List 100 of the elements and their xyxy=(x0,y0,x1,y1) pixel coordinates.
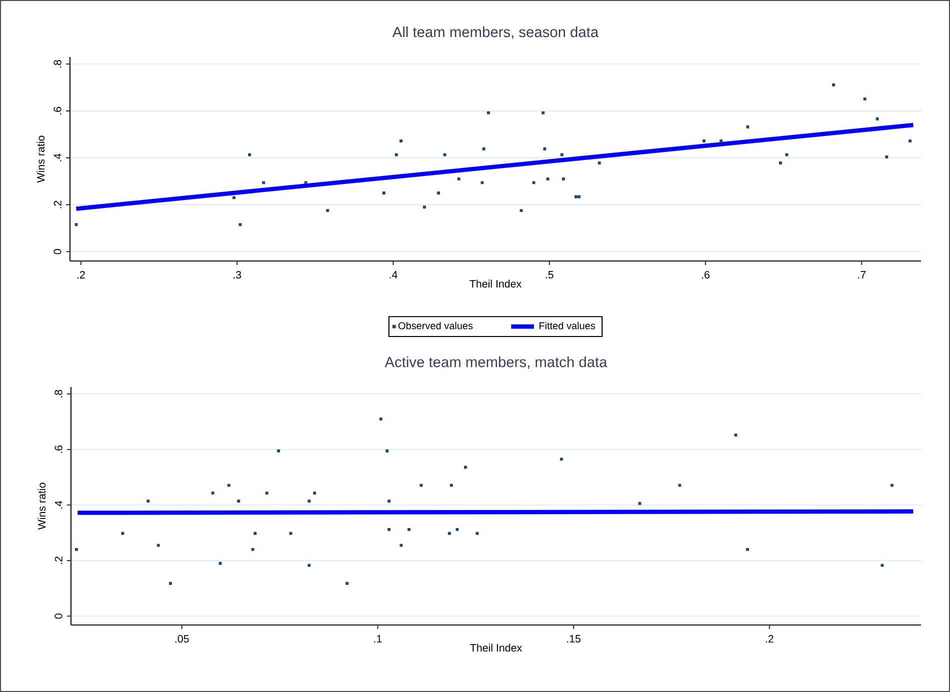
point xyxy=(422,206,426,209)
point xyxy=(388,500,391,503)
y-tick-label: 0 xyxy=(54,249,62,254)
point xyxy=(262,181,266,184)
legend-label: Observed values xyxy=(398,322,473,330)
point xyxy=(265,492,268,495)
point xyxy=(520,209,523,212)
point xyxy=(448,532,451,535)
point xyxy=(379,417,382,420)
point xyxy=(437,192,440,194)
y-axis-title: Wins ratio xyxy=(36,136,45,183)
x-tick-label: .2 xyxy=(766,635,774,643)
point xyxy=(638,502,642,505)
point xyxy=(678,484,682,487)
point xyxy=(169,582,172,585)
point xyxy=(400,544,403,547)
point xyxy=(400,139,402,142)
y-tick-label: .8 xyxy=(54,390,62,398)
point xyxy=(562,177,565,180)
point xyxy=(394,153,398,156)
point xyxy=(313,492,316,495)
point xyxy=(346,582,349,585)
point xyxy=(156,544,160,547)
y-tick-label: .4 xyxy=(54,154,62,162)
x-tick-label: .6 xyxy=(702,271,710,279)
point xyxy=(574,195,578,198)
point xyxy=(238,223,242,226)
point xyxy=(74,223,78,226)
y-tick-label: .4 xyxy=(54,500,62,509)
y-tick-label: .2 xyxy=(54,200,62,208)
point xyxy=(443,153,446,156)
point xyxy=(876,117,879,120)
point xyxy=(532,181,536,184)
point xyxy=(464,466,467,469)
point xyxy=(277,449,280,452)
point xyxy=(832,83,836,86)
point xyxy=(476,532,479,535)
point xyxy=(237,500,240,503)
x-tick-label: .2 xyxy=(77,271,85,278)
point xyxy=(450,484,453,487)
point xyxy=(543,147,546,150)
point xyxy=(420,484,423,487)
point xyxy=(560,153,564,156)
point xyxy=(304,181,308,184)
x-tick-label: .5 xyxy=(546,271,554,278)
point xyxy=(746,548,749,551)
point xyxy=(702,139,706,142)
point xyxy=(254,532,257,535)
point xyxy=(880,564,884,567)
x-tick-label: .05 xyxy=(175,635,189,643)
x-tick-label: .7 xyxy=(858,271,866,278)
point xyxy=(457,177,460,180)
point xyxy=(560,458,563,461)
x-axis-title: Theil Index xyxy=(470,280,522,288)
point xyxy=(211,492,214,495)
point xyxy=(251,548,254,551)
x-tick-label: .3 xyxy=(234,271,242,279)
point xyxy=(487,111,490,114)
point xyxy=(779,162,782,164)
point xyxy=(218,562,222,565)
x-tick-label: .15 xyxy=(567,635,581,643)
y-tick-label: .8 xyxy=(54,60,62,68)
point xyxy=(289,532,292,535)
point xyxy=(746,125,750,128)
legend-label: Fitted values xyxy=(540,322,596,330)
point xyxy=(720,139,723,142)
x-axis-title: Theil Index xyxy=(470,644,522,652)
point xyxy=(308,564,311,567)
chart-title: Active team members, match data xyxy=(384,356,608,369)
point xyxy=(546,177,550,180)
y-tick-label: 0 xyxy=(54,614,62,619)
point xyxy=(248,153,252,156)
point xyxy=(542,111,545,114)
point xyxy=(232,196,236,200)
point xyxy=(890,484,894,487)
point xyxy=(146,500,150,503)
point xyxy=(308,500,311,503)
point xyxy=(734,434,738,437)
point xyxy=(885,155,888,158)
point xyxy=(388,528,391,531)
point xyxy=(456,528,459,531)
y-tick-label: .2 xyxy=(54,556,62,564)
chart-title: All team members, season data xyxy=(392,26,599,39)
x-tick-label: .4 xyxy=(390,271,398,278)
point xyxy=(408,528,411,531)
x-tick-label: .1 xyxy=(374,635,382,642)
y-tick-label: .6 xyxy=(54,446,62,453)
point xyxy=(121,532,124,535)
point xyxy=(785,153,788,156)
point xyxy=(863,97,866,100)
point xyxy=(578,195,581,198)
point xyxy=(480,181,484,184)
point xyxy=(386,449,389,452)
point xyxy=(908,139,912,142)
point xyxy=(598,162,601,164)
point xyxy=(74,548,78,551)
point xyxy=(382,192,386,194)
point xyxy=(326,209,330,212)
point xyxy=(482,147,486,150)
point xyxy=(227,484,230,487)
